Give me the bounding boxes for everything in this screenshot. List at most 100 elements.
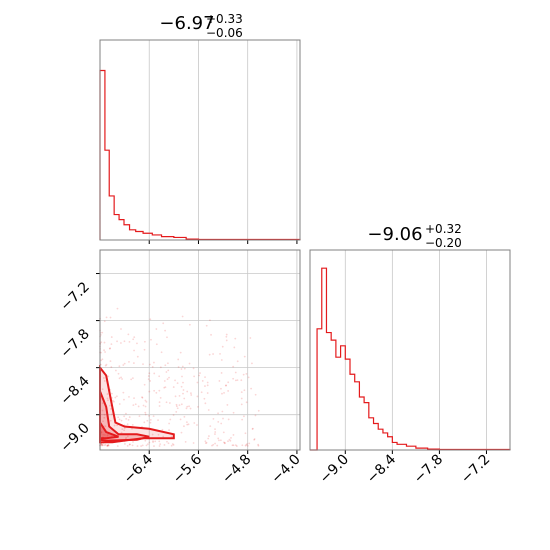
scatter-point [107, 444, 109, 447]
scatter-point [167, 369, 170, 372]
scatter-point [133, 336, 136, 339]
scatter-contour-middle [99, 390, 150, 442]
scatter-point [180, 403, 183, 406]
scatter-point [189, 407, 192, 410]
scatter-point [107, 444, 110, 447]
scatter-y-tick-label: −8.4 [57, 373, 92, 408]
scatter-point [192, 442, 195, 444]
scatter-point [207, 409, 210, 411]
scatter-point [148, 390, 151, 393]
scatter-point [104, 351, 106, 353]
scatter-point [100, 341, 103, 344]
scatter-point [118, 365, 121, 368]
scatter-point [152, 441, 154, 444]
scatter-point [188, 405, 190, 408]
histogram-param-1-title-plus: +0.33 [206, 12, 243, 26]
scatter-point [103, 380, 106, 382]
scatter-point [134, 403, 137, 406]
scatter-point [142, 404, 145, 407]
scatter-point [243, 415, 245, 418]
scatter-point [136, 445, 139, 447]
scatter-point [124, 443, 126, 445]
scatter-point [131, 444, 134, 447]
scatter-point [109, 360, 112, 362]
scatter-point [220, 372, 223, 374]
scatter-point [109, 316, 112, 319]
scatter-point [225, 339, 228, 342]
scatter-point [125, 412, 127, 415]
scatter-point [102, 377, 105, 379]
scatter-point [107, 399, 109, 402]
scatter-point [181, 375, 183, 378]
scatter-frame [99, 249, 301, 451]
scatter-point [219, 353, 221, 355]
scatter-point [128, 416, 131, 418]
scatter-point [110, 408, 112, 410]
scatter-point [242, 373, 245, 376]
scatter-point [257, 443, 260, 446]
scatter-point [118, 418, 121, 421]
histogram-param-2-step [310, 267, 511, 451]
scatter-point [103, 444, 106, 447]
scatter-point [183, 367, 186, 370]
scatter-point [104, 425, 107, 428]
scatter-point [167, 442, 170, 445]
scatter-point [143, 383, 146, 386]
scatter-x-tick-label: −4.8 [219, 451, 254, 486]
scatter-point [123, 362, 126, 365]
scatter-point [107, 375, 110, 378]
scatter-point [206, 384, 209, 387]
scatter-point [128, 360, 130, 363]
scatter-point [105, 363, 108, 366]
scatter-point [148, 441, 151, 444]
scatter-point [169, 418, 172, 421]
scatter-point [121, 378, 123, 380]
scatter-point [165, 371, 168, 373]
histogram-param-2-panel: −9.06 +0.32 −0.20 −9.0 −8.4 −7.8 −7.2 [309, 222, 511, 487]
scatter-point [146, 443, 149, 446]
scatter-point [164, 386, 167, 389]
scatter-point [118, 403, 121, 405]
histogram-param-1-step [99, 69, 301, 241]
scatter-point [206, 381, 209, 384]
scatter-point [140, 445, 143, 447]
scatter-x-tick-label: −5.6 [170, 451, 205, 486]
scatter-point [251, 362, 253, 365]
scatter-point [227, 390, 230, 392]
scatter-point [214, 431, 217, 433]
scatter-point [198, 374, 201, 377]
scatter-point [221, 410, 224, 413]
scatter-point [141, 444, 144, 447]
scatter-point [126, 444, 129, 447]
scatter-point [128, 340, 131, 343]
scatter-point [153, 445, 155, 447]
scatter-x-tick-label: −6.4 [121, 451, 156, 486]
scatter-point [101, 444, 103, 447]
histogram-param-1-frame [99, 39, 301, 241]
scatter-point [166, 440, 168, 443]
scatter-point [187, 423, 190, 426]
scatter-point [141, 396, 144, 399]
scatter-point [146, 419, 149, 422]
histogram-param-2-grid [344, 250, 487, 450]
scatter-point [144, 439, 147, 442]
scatter-point [158, 405, 161, 407]
scatter-point [192, 367, 195, 370]
scatter-point [100, 443, 103, 445]
scatter-point [145, 400, 148, 403]
scatter-point [188, 323, 191, 326]
scatter-point [245, 372, 248, 375]
scatter-point [131, 377, 134, 380]
scatter-point [128, 396, 130, 398]
scatter-point [245, 443, 248, 446]
scatter-point [176, 382, 179, 385]
scatter-point [123, 427, 126, 430]
scatter-point [153, 372, 156, 375]
scatter-point [149, 380, 152, 382]
scatter-point [251, 427, 254, 430]
scatter-point [185, 421, 188, 424]
scatter-point [118, 377, 121, 380]
scatter-point [247, 376, 250, 379]
scatter-point [123, 429, 126, 432]
scatter-point [207, 437, 210, 440]
